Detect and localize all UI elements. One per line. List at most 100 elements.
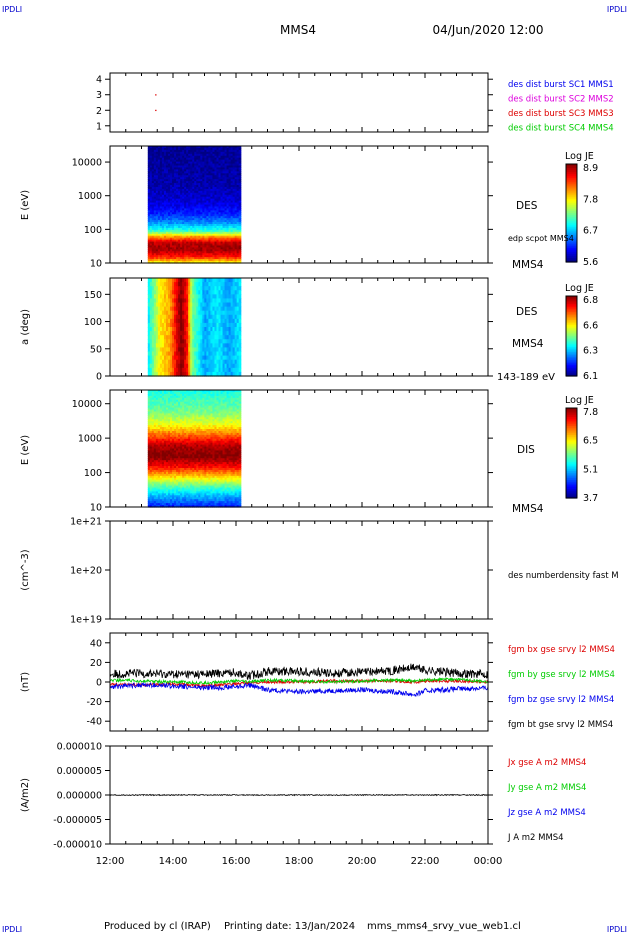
des-energy-cell (200, 198, 203, 202)
des-energy-cell (176, 169, 179, 172)
des-energy-cell (210, 181, 214, 184)
des-energy-cell (208, 198, 212, 202)
des-energy-cell (204, 227, 207, 231)
des-energy-cell (222, 243, 226, 247)
des-energy-cell (218, 188, 222, 192)
pitch-angle-cell (236, 327, 240, 332)
pitch-angle-cell (190, 335, 193, 340)
des-energy-cell (176, 245, 179, 248)
dis-energy-cell (165, 444, 169, 448)
des-energy-colorbar-cell (566, 236, 577, 240)
des-energy-cell (176, 255, 179, 258)
des-energy-cell (226, 169, 230, 172)
des-energy-cell (230, 214, 234, 217)
des-energy-cell (198, 224, 201, 227)
dis-energy-cell (155, 390, 159, 393)
pitch-angle-cell (200, 318, 203, 324)
des-energy-cell (151, 220, 155, 223)
des-energy-cell (178, 200, 181, 204)
des-energy-cell (196, 200, 199, 204)
des-energy-cell (176, 155, 179, 159)
pitch-angle-cell (226, 286, 230, 291)
des-energy-cell (155, 227, 159, 231)
pitch-angle-cell (186, 290, 189, 295)
des-energy-cell (168, 216, 171, 219)
pitch-angle-cell (192, 335, 195, 340)
des-energy-cell (238, 210, 242, 213)
dis-energy-cell (149, 479, 153, 483)
dis-energy-cell (163, 501, 167, 504)
dis-energy-cell (161, 495, 165, 498)
dis-energy-cell (147, 407, 151, 411)
pitch-angle-cell (172, 335, 175, 340)
pitch-angle-cell (228, 351, 232, 357)
des-energy-cell (238, 167, 242, 170)
des-energy-cell (149, 220, 153, 223)
des-energy-cell (210, 235, 214, 239)
des-energy-cell (180, 159, 183, 163)
des-energy-cell (184, 167, 187, 170)
dis-energy-cell (149, 432, 153, 436)
pitch-angle-cell (184, 339, 187, 344)
des-energy-cell (159, 245, 163, 248)
des-energy-colorbar-cell (566, 232, 577, 236)
pitch-angle-cell (165, 322, 169, 328)
dis-energy-cell (151, 501, 155, 504)
des-energy-cell (228, 146, 232, 149)
des-energy-cell (174, 222, 177, 225)
des-energy-cell (194, 222, 197, 225)
pitch-angle-cell (202, 318, 205, 324)
pitch-angle-cell (204, 347, 207, 353)
dis-energy-cell (168, 393, 171, 397)
des-energy-cell (234, 229, 238, 233)
pitch-angle-cell (182, 343, 185, 349)
pitch-angle-cell (192, 322, 195, 328)
des-energy-cell (178, 190, 181, 194)
dis-energy-cell (165, 417, 169, 420)
des-energy-cell (194, 202, 197, 206)
pitch-angle-cell (184, 351, 187, 357)
des-energy-cell (174, 216, 177, 219)
des-energy-cell (196, 146, 199, 149)
des-energy-cell (151, 169, 155, 172)
des-energy-cell (149, 188, 153, 192)
pitch-angle-cell (147, 351, 151, 357)
pitch-angle-cell (192, 294, 195, 300)
pitch-angle-cell (182, 371, 185, 377)
des-energy-cell (230, 225, 234, 229)
dis-energy-cell (170, 397, 173, 401)
des-energy-cell (224, 186, 228, 190)
pitch-angle-cell (218, 327, 222, 332)
des-energy-cell (206, 251, 210, 254)
des-energy-cell (153, 181, 157, 184)
des-energy-cell (161, 227, 165, 231)
pitch-angle-cell (155, 363, 159, 369)
des-energy-cell (153, 171, 157, 174)
des-energy-cell (210, 165, 214, 169)
dis-energy-cell (155, 409, 159, 413)
des-energy-cell (210, 171, 214, 174)
des-energy-cell (232, 241, 236, 245)
des-energy-cell (216, 179, 220, 182)
des-energy-cell (200, 235, 203, 239)
des-energy-cell (200, 204, 203, 208)
dis-energy-cell (149, 493, 153, 496)
des-energy-cell (153, 204, 157, 208)
des-energy-cell (228, 167, 232, 170)
des-energy-cell (190, 194, 193, 198)
des-energy-cell (186, 239, 189, 243)
des-energy-cell (194, 190, 197, 194)
des-energy-cell (182, 216, 185, 219)
des-energy-cell (202, 206, 205, 209)
pitch-angle-cell (230, 347, 234, 353)
des-energy-cell (165, 173, 169, 176)
pitch-angle-cell (147, 347, 151, 353)
dis-energy-cell (161, 475, 165, 479)
des-energy-cell (188, 239, 191, 243)
des-energy-cell (218, 257, 222, 260)
pitch-angle-ytick-label: 0 (96, 372, 102, 383)
pitch-angle-cell (163, 310, 167, 316)
pitch-angle-cell (200, 290, 203, 295)
des-energy-cell (200, 194, 203, 198)
dis-energy-cell (157, 442, 161, 446)
